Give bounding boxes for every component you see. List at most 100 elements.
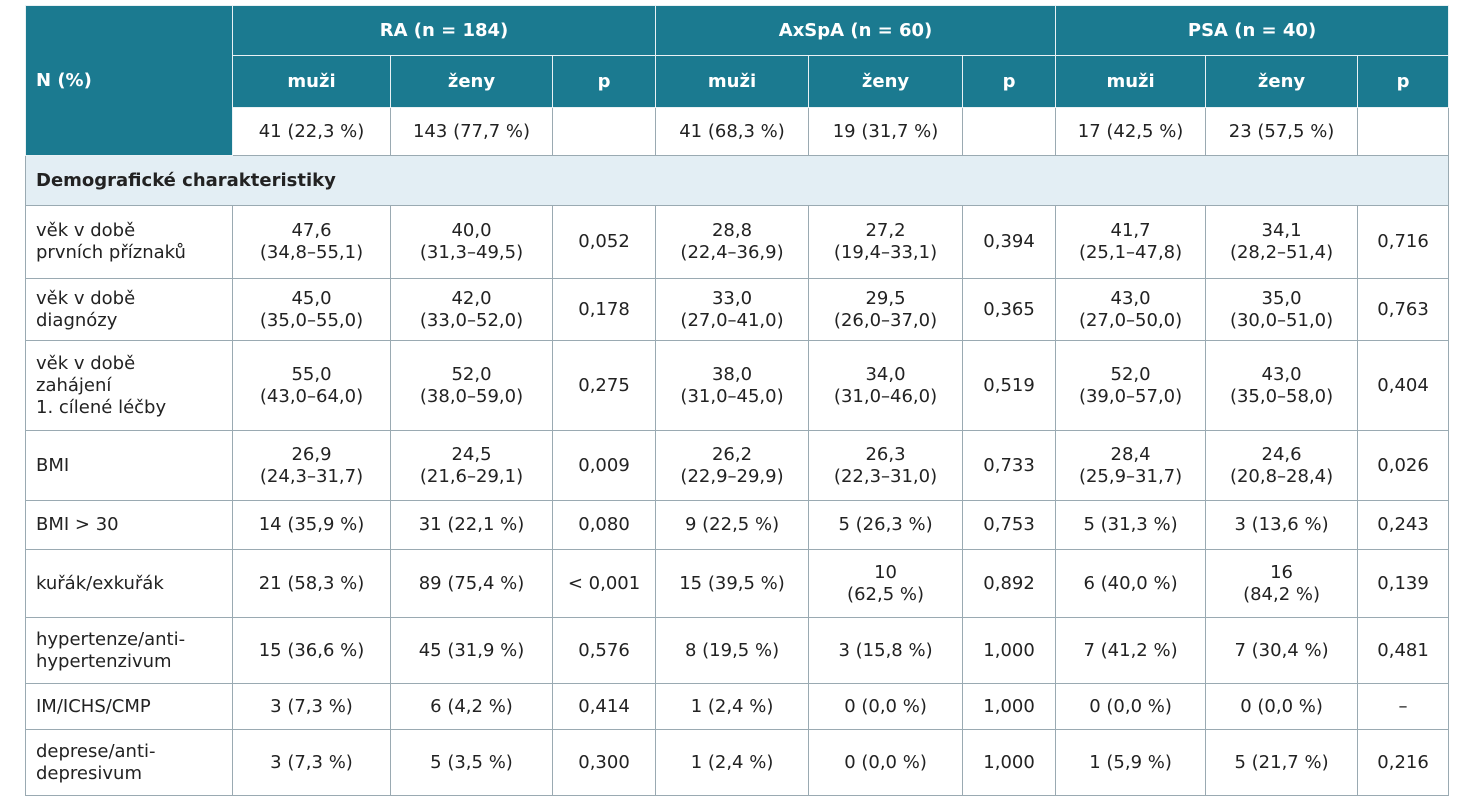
cell: 7 (41,2 %) [1055,617,1207,684]
cell: 0,892 [962,549,1057,618]
cell: 0,026 [1357,430,1450,501]
cell: 0,753 [962,500,1057,550]
cell: 45,0 (35,0–55,0) [232,278,391,341]
group-header: RA (n = 184) [231,5,657,56]
header-row: muži ženy p muži ženy p muži ženy p [26,55,1450,108]
row-label: BMI > 30 [25,500,233,550]
cell: 0,716 [1357,205,1450,279]
row-label: BMI [25,430,233,501]
cell: 3 (7,3 %) [232,729,391,796]
cell: 0 (0,0 %) [1055,683,1207,730]
cell: 5 (21,7 %) [1205,729,1359,796]
count-cell [962,107,1057,156]
cell: 33,0 (27,0–41,0) [655,278,810,341]
cell: 1,000 [962,729,1057,796]
cell: 34,0 (31,0–46,0) [808,340,964,431]
row-label: věk v době diagnózy [25,278,233,341]
row-label: deprese/anti- depresivum [25,729,233,796]
table-header: N (%) RA (n = 184) AxSpA (n = 60) PSA (n = … [25,5,1450,156]
cell: 45 (31,9 %) [390,617,553,684]
column-header: muži [232,55,391,108]
cell: 43,0 (27,0–50,0) [1055,278,1207,341]
column-header: ženy [390,55,553,108]
cell: 7 (30,4 %) [1205,617,1359,684]
cell: 0,481 [1357,617,1450,684]
count-cell: 143 (77,7 %) [390,107,553,156]
count-cell: 17 (42,5 %) [1055,107,1207,156]
cell: 0 (0,0 %) [808,729,964,796]
cell: 0,414 [551,683,657,730]
cell: 0,275 [551,340,657,431]
cell: 42,0 (33,0–52,0) [390,278,553,341]
data-row: BMI 26,9 (24,3–31,7) 24,5 (21,6–29,1) 0,009… [25,430,1450,501]
cell: 1 (2,4 %) [655,683,810,730]
count-row: 41 (22,3 %) 143 (77,7 %) 41 (68,3 %) 19 (31… [26,107,1450,156]
data-row: deprese/anti- depresivum 3 (7,3 %) 5 (3,5 … [25,729,1450,796]
cell: 0,763 [1357,278,1450,341]
cell: 41,7 (25,1–47,8) [1055,205,1207,279]
cell: 6 (4,2 %) [390,683,553,730]
cell: 28,4 (25,9–31,7) [1055,430,1207,501]
cell: 0,300 [551,729,657,796]
cell: 38,0 (31,0–45,0) [655,340,810,431]
cell: 34,1 (28,2–51,4) [1205,205,1359,279]
cell: 47,6 (34,8–55,1) [232,205,391,279]
column-header: p [551,55,657,108]
cell: – [1357,683,1450,730]
cell: 3 (15,8 %) [808,617,964,684]
data-row: BMI > 30 14 (35,9 %) 31 (22,1 %) 0,080 9 (22… [25,500,1450,550]
header-label: N (%) [25,5,233,156]
cell: 1 (5,9 %) [1055,729,1207,796]
cell: 52,0 (38,0–59,0) [390,340,553,431]
row-label: IM/ICHS/CMP [25,683,233,730]
cell: 21 (58,3 %) [232,549,391,618]
cell: 0,365 [962,278,1057,341]
cell: 8 (19,5 %) [655,617,810,684]
cell: 0,009 [551,430,657,501]
cell: 0,243 [1357,500,1450,550]
cell: 1 (2,4 %) [655,729,810,796]
cell: 26,3 (22,3–31,0) [808,430,964,501]
count-cell: 41 (68,3 %) [655,107,810,156]
cell: 3 (7,3 %) [232,683,391,730]
count-cell: 23 (57,5 %) [1205,107,1359,156]
cell: < 0,001 [551,549,657,618]
cell: 5 (3,5 %) [390,729,553,796]
column-header: ženy [808,55,964,108]
data-row: věk v době prvních příznaků 47,6 (34,8–55… [25,205,1450,279]
cell: 5 (31,3 %) [1055,500,1207,550]
cell: 10 (62,5 %) [808,549,964,618]
cell: 35,0 (30,0–51,0) [1205,278,1359,341]
cell: 16 (84,2 %) [1205,549,1359,618]
cell: 14 (35,9 %) [232,500,391,550]
row-label: hypertenze/anti- hypertenzivum [25,617,233,684]
data-row: věk v době zahájení 1. cílené léčby 55,0 … [25,340,1450,431]
table-body: Demografické charakteristiky věk v době p… [24,155,1450,796]
cell: 0,394 [962,205,1057,279]
group-header: AxSpA (n = 60) [655,5,1057,56]
count-cell [1357,107,1450,156]
section-title: Demografické charakteristiky [24,155,1450,206]
cell: 0,404 [1357,340,1450,431]
data-table: N (%) RA (n = 184) AxSpA (n = 60) PSA (n = … [24,5,1450,796]
column-header: ženy [1205,55,1359,108]
cell: 0,733 [962,430,1057,501]
table-wrapper: N (%) RA (n = 184) AxSpA (n = 60) PSA (n = … [24,5,1450,796]
cell: 0,178 [551,278,657,341]
data-row: hypertenze/anti- hypertenzivum 15 (36,6 %… [25,617,1450,684]
cell: 0,080 [551,500,657,550]
cell: 28,8 (22,4–36,9) [655,205,810,279]
cell: 26,2 (22,9–29,9) [655,430,810,501]
cell: 89 (75,4 %) [390,549,553,618]
cell: 15 (39,5 %) [655,549,810,618]
cell: 9 (22,5 %) [655,500,810,550]
cell: 27,2 (19,4–33,1) [808,205,964,279]
cell: 0 (0,0 %) [1205,683,1359,730]
count-cell: 19 (31,7 %) [808,107,964,156]
data-row: kuřák/exkuřák 21 (58,3 %) 89 (75,4 %) < 0,0… [25,549,1450,618]
cell: 29,5 (26,0–37,0) [808,278,964,341]
cell: 3 (13,6 %) [1205,500,1359,550]
cell: 0,052 [551,205,657,279]
cell: 1,000 [962,617,1057,684]
cell: 40,0 (31,3–49,5) [390,205,553,279]
